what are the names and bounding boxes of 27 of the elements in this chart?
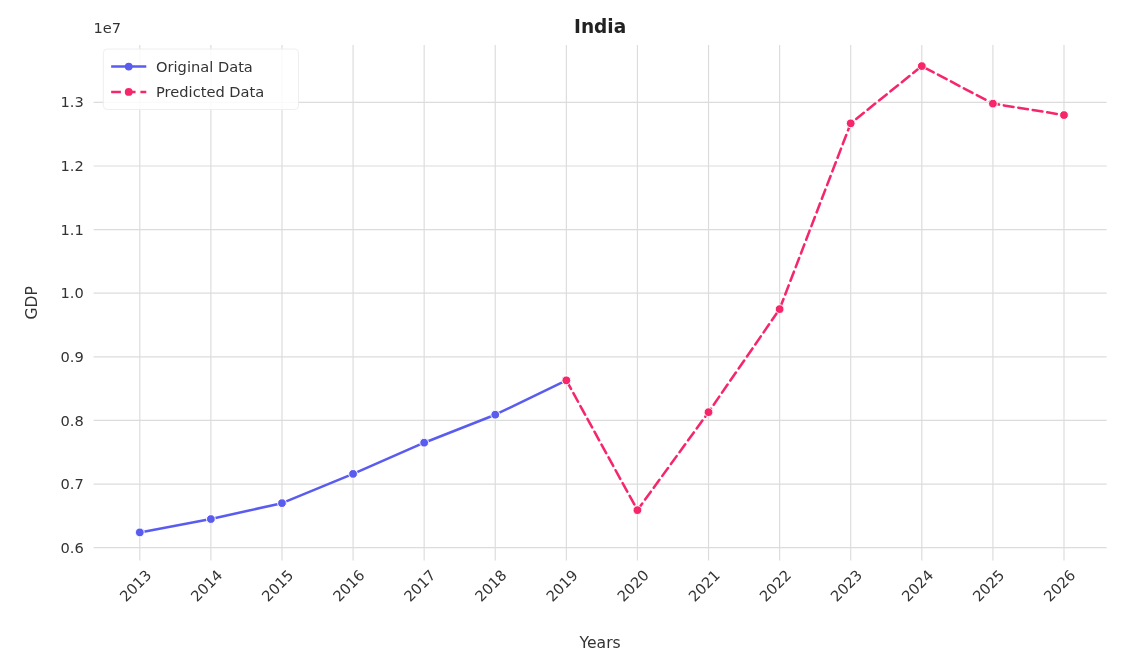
point xyxy=(845,118,856,129)
x-axis-title: Years xyxy=(578,634,621,653)
point xyxy=(916,61,927,71)
point xyxy=(632,505,643,516)
y-tick-label: 1.3 xyxy=(60,93,84,111)
chart-title: India xyxy=(574,16,627,38)
legend-label: Original Data xyxy=(156,57,253,75)
y-tick-label: 1.1 xyxy=(60,220,84,238)
point xyxy=(988,98,998,109)
point xyxy=(774,304,785,314)
point xyxy=(348,469,358,479)
text: 1e7 xyxy=(93,19,122,37)
point xyxy=(703,407,714,418)
point xyxy=(419,437,430,448)
y-tick-label: 1.0 xyxy=(60,284,84,302)
y-tick-label: 0.8 xyxy=(60,411,84,429)
point xyxy=(134,527,145,538)
point xyxy=(490,409,501,420)
y-tick-label: 0.9 xyxy=(60,347,84,365)
point xyxy=(277,498,287,509)
y-tick-label: 0.7 xyxy=(60,475,84,493)
legend-label: Predicted Data xyxy=(156,83,265,101)
point xyxy=(1059,110,1069,120)
y-tick-label: 1.2 xyxy=(60,157,84,175)
y-tick-label: 0.6 xyxy=(60,538,84,556)
point xyxy=(206,514,216,524)
y-axis-title: GDP xyxy=(22,285,41,320)
